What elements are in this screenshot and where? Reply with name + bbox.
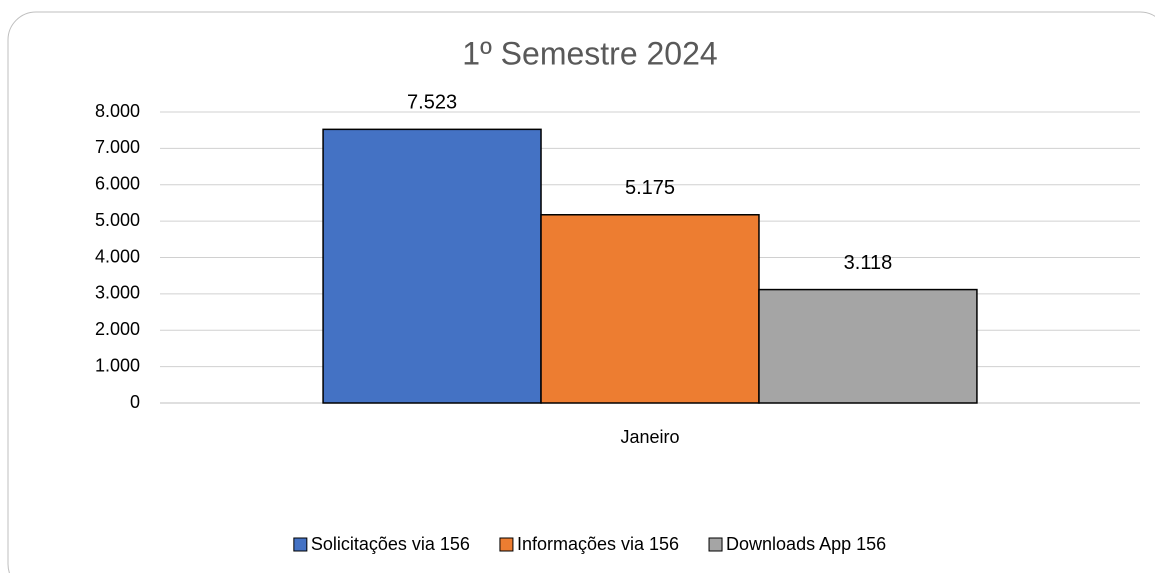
y-tick-label: 0: [130, 392, 140, 412]
y-tick-label: 8.000: [95, 101, 140, 121]
bar: [758, 288, 978, 404]
x-tick-label: Janeiro: [620, 427, 679, 447]
data-label: 7.523: [407, 92, 457, 114]
legend-swatch: [499, 537, 514, 552]
bar: [322, 128, 542, 404]
y-tick-label: 1.000: [95, 355, 140, 375]
y-tick-label: 3.000: [95, 283, 140, 303]
data-label: 5.175: [625, 177, 675, 199]
legend-swatch: [708, 537, 723, 552]
legend-swatch: [293, 537, 308, 552]
bar: [540, 214, 760, 404]
data-label: 3.118: [844, 252, 893, 274]
y-tick-label: 2.000: [95, 319, 140, 339]
y-tick-label: 5.000: [95, 210, 140, 230]
chart-title: 1º Semestre 2024: [462, 35, 717, 71]
legend-label: Informações via 156: [517, 534, 679, 554]
y-tick-label: 6.000: [95, 174, 140, 194]
y-tick-label: 4.000: [95, 246, 140, 266]
legend-label: Solicitações via 156: [311, 534, 470, 554]
legend-label: Downloads App 156: [726, 534, 886, 554]
y-tick-label: 7.000: [95, 137, 140, 157]
